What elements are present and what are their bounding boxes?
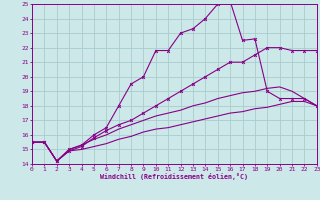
X-axis label: Windchill (Refroidissement éolien,°C): Windchill (Refroidissement éolien,°C) xyxy=(100,173,248,180)
